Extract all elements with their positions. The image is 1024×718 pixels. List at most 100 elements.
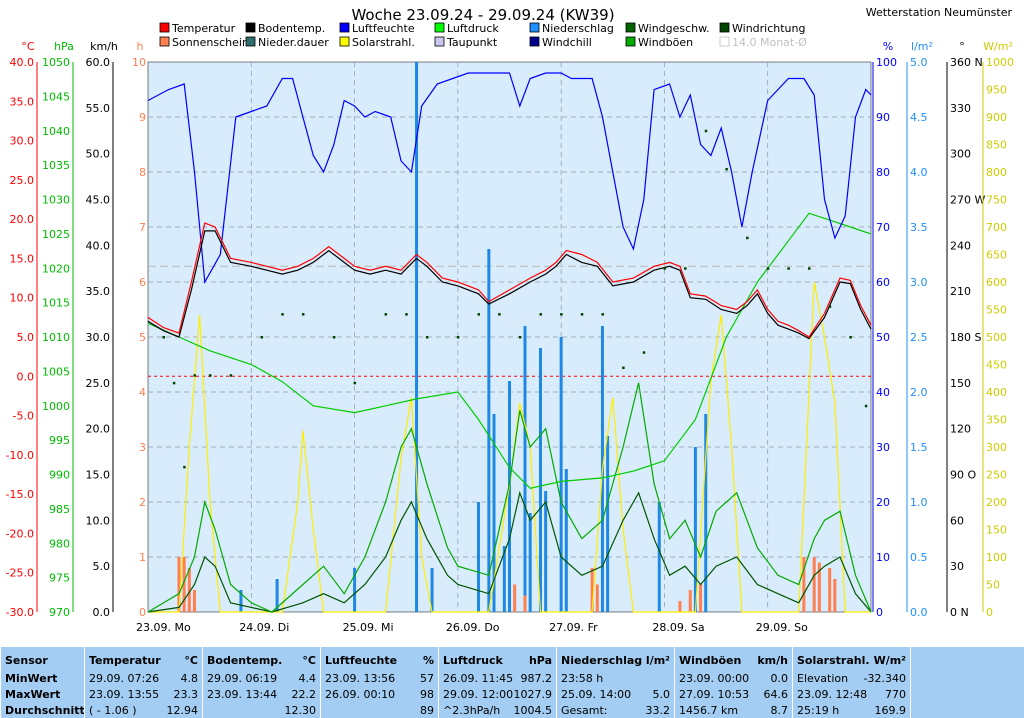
tick-label: 8 — [139, 166, 146, 179]
tick-label: 990 — [49, 469, 70, 482]
rain-bar — [693, 447, 697, 612]
sunshine-bar — [678, 601, 682, 612]
wind-direction-point — [332, 336, 336, 339]
table-row: 1456.7 km 8.7 — [679, 704, 788, 718]
rain-bar — [477, 502, 481, 612]
max-value: 770 — [885, 688, 906, 701]
column-title: Niederschlag — [561, 654, 643, 667]
chart-title: Woche 23.09.24 - 29.09.24 (KW39) — [351, 6, 614, 24]
legend-label: Niederschlag — [542, 22, 614, 35]
tick-label: -5.0 — [13, 410, 34, 423]
tick-label: 1025 — [42, 228, 70, 241]
wind-direction-point — [384, 313, 388, 316]
tick-label: 120 — [950, 423, 971, 436]
row-label: MinWert — [5, 672, 58, 685]
x-tick-label: 23.09. Mo — [136, 621, 191, 634]
table-row: 23.09. 13:56 57 — [325, 672, 434, 686]
tick-label: 0.0 — [17, 370, 35, 383]
series-line — [147, 230, 872, 340]
table-row: 26.09. 11:45 987.2 — [443, 672, 552, 686]
wind-direction-point — [229, 374, 233, 377]
max-value: 98 — [420, 688, 434, 701]
wind-direction-point — [864, 404, 868, 408]
tick-label: 20.0 — [10, 213, 35, 226]
wind-direction-point — [477, 313, 481, 316]
tick-label: 4 — [139, 386, 146, 399]
rain-bar — [559, 337, 563, 612]
x-tick-label: 28.09. Sa — [652, 621, 704, 634]
max-date: 23.09. 13:55 — [89, 688, 160, 701]
legend-swatch — [529, 22, 540, 33]
wind-direction-point — [560, 313, 563, 316]
column-title: Luftfeuchte — [325, 654, 398, 667]
table-row: Gesamt: 33.2 — [561, 704, 670, 718]
rain-bar — [544, 491, 548, 612]
column-unit: hPa — [528, 654, 552, 667]
series-line — [147, 212, 872, 489]
wind-direction-point — [498, 313, 501, 316]
axis-unit: °C — [21, 40, 35, 53]
sunshine-bar — [192, 590, 196, 612]
tick-label: 35.0 — [86, 285, 111, 298]
table-column: Temperatur °C 29.09. 07:26 4.8 23.09. 13:55 2… — [84, 647, 202, 718]
column-title: Windböen — [679, 654, 742, 667]
table-row: 23.09. 13:44 22.2 — [207, 688, 316, 702]
tick-label: 55.0 — [86, 102, 111, 115]
rain-bar — [275, 579, 279, 612]
series-layer — [147, 72, 872, 613]
rain-bar — [564, 469, 568, 612]
tick-label: 550 — [986, 304, 1007, 317]
wind-direction-point — [539, 313, 542, 316]
tick-label: 1040 — [42, 125, 70, 138]
wind-direction-point — [684, 267, 687, 270]
avg-value: 12.94 — [166, 704, 199, 717]
avg-value: 89 — [420, 704, 434, 717]
max-value: 1027.9 — [513, 688, 553, 701]
tick-label: 30.0 — [10, 135, 35, 148]
tick-label: -20.0 — [6, 527, 34, 540]
x-axis-labels: 23.09. Mo 24.09. Di 25.09. Mi 26.09. Do 27.0… — [136, 621, 808, 634]
wind-direction-point — [518, 336, 522, 339]
wind-direction-point — [766, 267, 770, 270]
table-column: Niederschlag l/m² 23:58 h 25.09. 14:00 5.0 Ge… — [556, 647, 674, 718]
tick-label: 2 — [139, 496, 146, 509]
wind-direction-point — [456, 336, 460, 339]
avg-value: 33.2 — [645, 704, 671, 717]
wind-direction-point — [183, 465, 186, 469]
legend-swatch — [625, 36, 636, 47]
tick-label: 10.0 — [86, 514, 111, 527]
tick-label: 35.0 — [10, 95, 35, 108]
tick-label: 1045 — [42, 90, 70, 103]
wind-direction-point — [281, 313, 284, 316]
avg-value: 169.9 — [874, 704, 907, 717]
row-label: Sensor — [5, 654, 48, 667]
max-date: 26.09. 00:10 — [325, 688, 396, 701]
wind-direction-point — [746, 236, 749, 240]
min-date: 29.09. 07:26 — [89, 672, 160, 685]
table-row: 25.09. 14:00 5.0 — [561, 688, 670, 702]
tick-label: 50 — [986, 579, 1000, 592]
table-row: Bodentemp. °C — [207, 654, 316, 668]
tick-label: 25.0 — [86, 377, 111, 390]
max-date: 29.09. 12:00 — [443, 688, 514, 701]
table-row: Luftdruck hPa — [443, 654, 552, 668]
tick-label: 0.0 — [93, 606, 111, 619]
row-label: MaxWert — [5, 688, 61, 701]
legend-swatch — [625, 22, 636, 33]
tick-label: 30.0 — [86, 331, 111, 344]
avg-note: 25:19 h — [797, 704, 840, 717]
wind-direction-point — [208, 374, 212, 377]
column-unit: °C — [302, 654, 316, 667]
tick-label: -30.0 — [6, 606, 34, 619]
sunshine-bar — [812, 557, 816, 612]
axis-unit: h — [137, 40, 144, 53]
legend-swatch — [159, 22, 170, 33]
sunshine-bar — [699, 584, 703, 612]
tick-label: 450 — [986, 359, 1007, 372]
table-row: 23:58 h — [561, 672, 670, 686]
tick-label: 400 — [986, 386, 1007, 399]
table-row: Solarstrahl. W/m² — [797, 654, 906, 668]
tick-label: 1005 — [42, 365, 70, 378]
x-tick-label: 27.09. Fr — [549, 621, 598, 634]
wind-direction-point — [353, 381, 357, 385]
